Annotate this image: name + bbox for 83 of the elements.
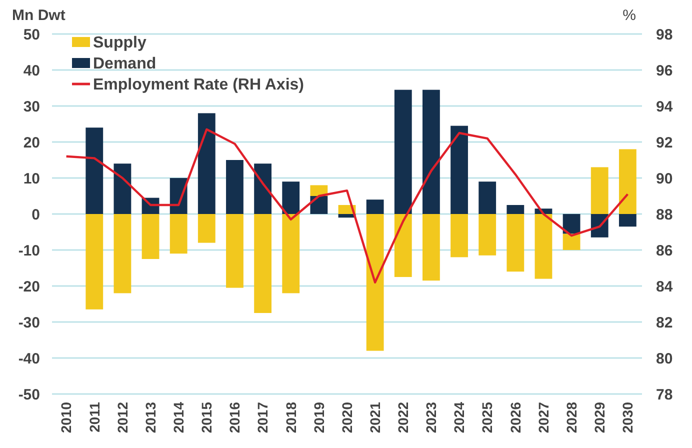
y-tick-label: -40: [18, 350, 40, 368]
line-series: [65, 128, 629, 284]
bar: [86, 128, 104, 214]
bar: [366, 200, 384, 214]
legend-label: Supply: [93, 34, 146, 52]
y-tick-label: 10: [23, 170, 40, 188]
bar: [562, 234, 580, 250]
x-tick-label: 2025: [479, 402, 496, 434]
x-tick-label: 2016: [226, 402, 243, 434]
bar: [562, 214, 580, 234]
y-tick-label: 0: [32, 206, 40, 224]
x-tick-label: 2028: [563, 402, 580, 434]
y-tick-label: 30: [23, 98, 40, 116]
bar: [310, 185, 328, 196]
y2-tick-label: 80: [656, 350, 673, 368]
y-tick-label: 20: [23, 134, 40, 152]
bar: [506, 205, 524, 214]
bar: [170, 214, 188, 254]
bar: [394, 214, 412, 277]
y2-tick-label: 96: [656, 62, 673, 80]
y2-axis-title: %: [622, 7, 636, 24]
x-tick-label: 2027: [535, 402, 552, 434]
y2-tick-label: 88: [656, 206, 673, 224]
y2-tick-label: 86: [656, 242, 673, 260]
bar: [198, 214, 216, 243]
y-tick-label: -30: [18, 314, 40, 332]
bar: [590, 167, 608, 214]
x-tick-label: 2010: [58, 402, 74, 434]
x-tick-label: 2012: [114, 402, 130, 434]
bar: [198, 113, 216, 214]
bar: [394, 90, 412, 214]
bar: [142, 214, 160, 259]
x-tick-label: 2023: [423, 402, 440, 434]
bar: [618, 214, 636, 227]
y2-tick-label: 84: [656, 278, 674, 296]
y2-tick-label: 98: [656, 26, 673, 44]
bar: [422, 90, 440, 214]
x-tick-label: 2030: [620, 402, 636, 434]
x-tick-label: 2014: [170, 402, 186, 434]
bar: [86, 214, 104, 310]
x-tick-label: 2015: [198, 402, 215, 434]
x-tick-label: 2019: [310, 402, 327, 434]
x-tick-label: 2021: [366, 402, 383, 434]
x-tick-label: 2020: [338, 402, 355, 434]
legend-label: Demand: [93, 56, 156, 73]
bar: [282, 182, 300, 214]
bar: [450, 214, 468, 258]
y-tick-label: 40: [23, 62, 40, 80]
y-tick-label: -20: [18, 278, 40, 296]
bar: [618, 149, 636, 214]
x-tick-label: 2024: [451, 402, 468, 434]
x-tick-label: 2029: [592, 402, 608, 434]
y2-tick-label: 78: [656, 386, 673, 404]
y-axis-title: Mn Dwt: [12, 7, 66, 24]
bar: [226, 160, 244, 214]
y2-tick-label: 94: [656, 98, 674, 116]
bar: [450, 126, 468, 214]
x-tick-label: 2018: [282, 402, 299, 434]
bar: [366, 214, 384, 351]
y-tick-label: 50: [23, 26, 40, 44]
bar: [254, 164, 272, 214]
bar: [506, 214, 524, 272]
bar: [226, 214, 244, 288]
y-tick-label: -50: [18, 386, 40, 404]
bar: [310, 196, 328, 214]
bar: [478, 182, 496, 214]
x-tick-label: 2022: [395, 402, 412, 434]
y-tick-label: -10: [18, 242, 40, 260]
bar: [422, 214, 440, 281]
bar: [478, 214, 496, 256]
y2-tick-label: 82: [656, 314, 673, 332]
x-tick-label: 2026: [507, 402, 524, 434]
bar: [114, 164, 132, 214]
bar: [534, 214, 552, 279]
x-tick-label: 2017: [254, 402, 271, 434]
x-tick-label: 2011: [86, 402, 102, 432]
x-tick-label: 2013: [142, 402, 158, 434]
legend-label: Employment Rate (RH Axis): [93, 76, 304, 94]
y2-tick-label: 92: [656, 134, 673, 152]
bar: [114, 214, 132, 294]
y2-tick-label: 90: [656, 170, 673, 188]
bar: [282, 214, 300, 294]
bar: [254, 214, 272, 313]
